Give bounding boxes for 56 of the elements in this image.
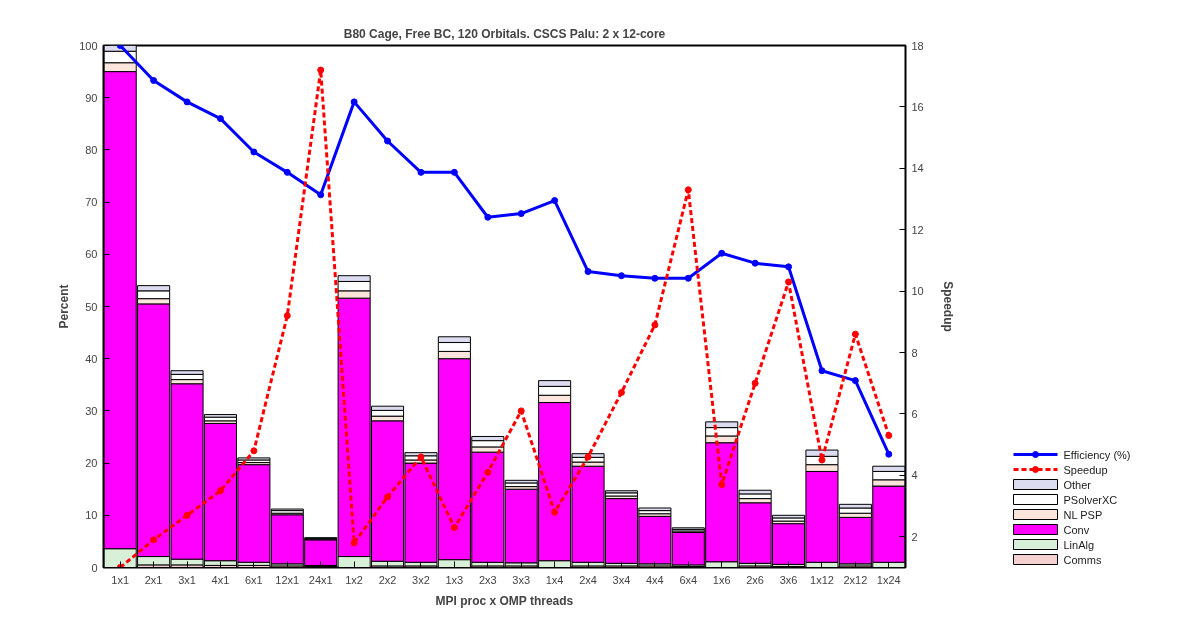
y-tick-label: 0 xyxy=(91,561,98,574)
y2-axis-title: Speedup xyxy=(940,281,955,332)
legend-label: PSolverXC xyxy=(1063,493,1118,506)
x-tick-label: 2x2 xyxy=(378,573,397,586)
y-tick-label: 80 xyxy=(85,143,98,156)
x-tick-label: 1x12 xyxy=(810,573,834,586)
x-tick-label: 1x6 xyxy=(712,573,731,586)
y2-tick-label: 2 xyxy=(911,530,918,543)
x-tick-label: 1x2 xyxy=(345,573,364,586)
y2-tick-label: 10 xyxy=(911,285,924,298)
y-tick-label: 30 xyxy=(85,404,98,417)
legend-label: Conv xyxy=(1063,523,1090,536)
legend-label: Efficiency (%) xyxy=(1063,448,1131,461)
x-tick-label: 3x3 xyxy=(512,573,531,586)
x-tick-label: 2x4 xyxy=(579,573,597,586)
y-tick-label: 40 xyxy=(85,352,98,365)
y-tick-label: 70 xyxy=(85,196,98,209)
x-tick-label: 6x4 xyxy=(679,573,698,586)
y2-tick-label: 18 xyxy=(911,39,924,52)
chart-title: B80 Cage, Free BC, 120 Orbitals. CSCS Palu: 2 x 12-core xyxy=(343,26,666,41)
x-tick-label: 3x4 xyxy=(612,573,631,586)
legend-label: Speedup xyxy=(1063,463,1108,476)
y2-tick-label: 16 xyxy=(911,100,924,113)
x-tick-label: 2x6 xyxy=(746,573,765,586)
y-tick-label: 60 xyxy=(85,248,98,261)
y-tick-label: 90 xyxy=(85,91,98,104)
x-tick-label: 2x12 xyxy=(843,573,868,586)
x-tick-label: 12x1 xyxy=(275,573,300,586)
x-tick-label: 3x2 xyxy=(412,573,430,586)
x-tick-label: 3x1 xyxy=(178,573,196,586)
x-tick-label: 1x4 xyxy=(545,573,564,586)
legend-label: NL PSP xyxy=(1063,508,1103,521)
x-axis-title: MPI proc x OMP threads xyxy=(435,593,574,608)
y-tick-label: 20 xyxy=(85,457,98,470)
x-tick-label: 4x4 xyxy=(646,573,664,586)
legend-label: LinAlg xyxy=(1063,538,1095,551)
y2-tick-label: 8 xyxy=(911,346,918,359)
y-tick-label: 10 xyxy=(85,509,98,522)
x-tick-label: 6x1 xyxy=(245,573,263,586)
x-tick-label: 2x3 xyxy=(478,573,497,586)
x-tick-label: 1x1 xyxy=(111,573,130,586)
y2-tick-label: 6 xyxy=(911,407,918,420)
y-tick-label: 50 xyxy=(85,300,98,313)
x-tick-label: 1x3 xyxy=(445,573,464,586)
x-tick-label: 3x6 xyxy=(779,573,798,586)
x-tick-label: 2x1 xyxy=(144,573,163,586)
x-tick-label: 1x24 xyxy=(876,573,901,586)
x-tick-label: 4x1 xyxy=(211,573,230,586)
y2-tick-label: 12 xyxy=(911,223,924,236)
y-tick-label: 100 xyxy=(79,39,98,52)
legend-label: Other xyxy=(1063,478,1092,491)
y2-tick-label: 14 xyxy=(911,162,924,175)
x-tick-label: 24x1 xyxy=(308,573,333,586)
y-axis-title: Percent xyxy=(57,284,72,329)
y2-tick-label: 4 xyxy=(911,469,918,482)
legend-label: Comms xyxy=(1063,553,1102,566)
